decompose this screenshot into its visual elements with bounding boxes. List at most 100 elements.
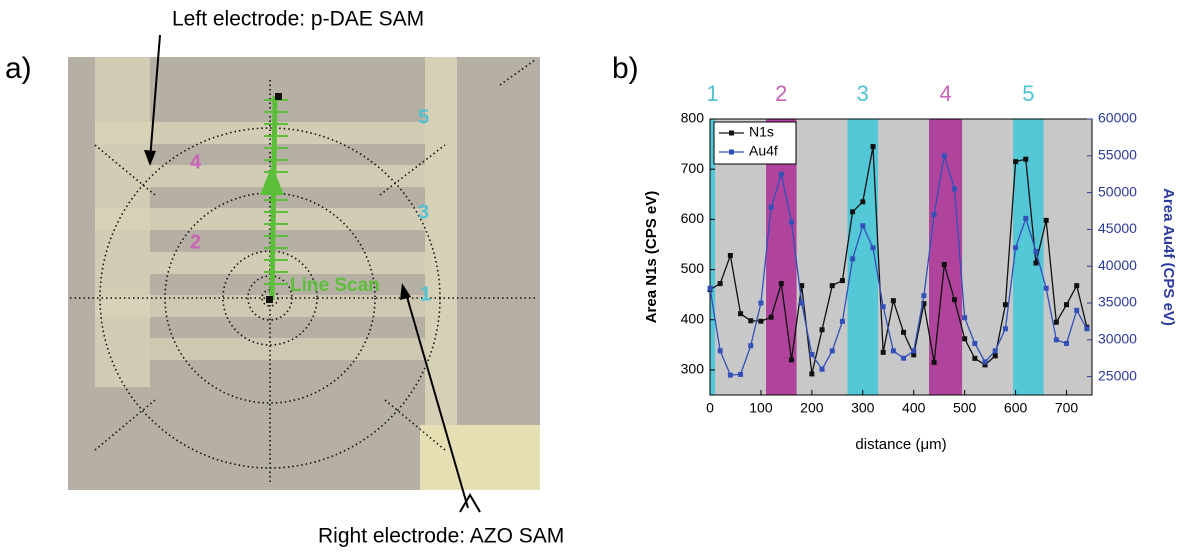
point: [931, 212, 937, 218]
x-tick-label: 300: [851, 400, 875, 416]
y2-axis-title: Area Au4f (CPS eV): [1160, 188, 1177, 326]
legend-label: N1s: [749, 124, 774, 140]
point: [962, 315, 968, 321]
point: [1043, 285, 1049, 291]
point: [1053, 337, 1059, 343]
point: [839, 318, 845, 324]
point: [962, 336, 968, 342]
y-tick-label: 800: [681, 110, 705, 126]
y-axis-title: Area N1s (CPS eV): [643, 191, 660, 324]
point: [911, 352, 917, 358]
point: [850, 256, 856, 262]
point: [1074, 283, 1080, 289]
callout: Right electrode: AZO SAM: [318, 525, 564, 548]
point: [890, 348, 896, 354]
point: [829, 283, 835, 289]
point: [748, 318, 754, 324]
x-tick-label: 0: [706, 400, 714, 416]
legend-label: Au4f: [749, 143, 778, 159]
point: [717, 348, 723, 354]
point: [860, 223, 866, 229]
y2-tick-label: 25000: [1098, 367, 1137, 383]
x-tick-label: 500: [953, 400, 977, 416]
scan-label: Line Scan: [290, 275, 380, 296]
band: [1013, 119, 1044, 395]
x-tick-label: 100: [749, 400, 773, 416]
micrograph: [68, 34, 540, 513]
panel-label: a): [5, 52, 32, 85]
band-label: 2: [775, 81, 787, 106]
point: [870, 144, 876, 150]
point: [1074, 307, 1080, 313]
point: [901, 329, 907, 335]
point: [788, 357, 794, 363]
point: [972, 355, 978, 361]
point: [870, 245, 876, 251]
x-tick-label: 600: [1004, 400, 1028, 416]
y-tick-label: 700: [681, 160, 705, 176]
point: [941, 262, 947, 268]
point: [1033, 248, 1039, 254]
point: [982, 362, 988, 368]
point: [707, 285, 713, 291]
point: [839, 278, 845, 284]
legend-marker: [729, 130, 734, 136]
y2-tick-label: 40000: [1098, 257, 1137, 273]
y2-tick-label: 50000: [1098, 183, 1137, 199]
region-number: 2: [190, 231, 201, 253]
point: [1023, 156, 1029, 162]
point: [1023, 215, 1029, 221]
point: [738, 311, 744, 317]
point: [860, 199, 866, 205]
point: [799, 300, 805, 306]
y2-tick-label: 45000: [1098, 220, 1137, 236]
point: [758, 300, 764, 306]
point: [819, 327, 825, 333]
point: [972, 340, 978, 346]
callout: Left electrode: p-DAE SAM: [172, 8, 424, 31]
point: [1064, 302, 1070, 308]
point: [992, 353, 998, 359]
point: [951, 186, 957, 192]
point: [799, 283, 805, 289]
panel-label: b): [612, 52, 639, 85]
point: [748, 343, 754, 349]
point: [941, 153, 947, 159]
point: [880, 304, 886, 310]
point: [829, 348, 835, 354]
point: [717, 281, 723, 287]
point: [1002, 302, 1008, 308]
point: [768, 314, 774, 320]
x-tick-label: 400: [902, 400, 926, 416]
point: [788, 219, 794, 225]
point: [809, 352, 815, 358]
x-tick-label: 200: [800, 400, 824, 416]
y2-tick-label: 55000: [1098, 147, 1137, 163]
point: [778, 171, 784, 177]
point: [1013, 159, 1019, 165]
x-tick-label: 700: [1055, 400, 1079, 416]
point: [890, 298, 896, 304]
point: [1013, 245, 1019, 251]
point: [921, 293, 927, 299]
region-number: 5: [418, 106, 429, 128]
legend-box: [713, 121, 797, 165]
region-number: 1: [420, 283, 431, 305]
band: [766, 119, 797, 395]
point: [778, 281, 784, 287]
band-label: 5: [1022, 81, 1034, 106]
band-label: 3: [857, 81, 869, 106]
region-number: 4: [190, 151, 202, 173]
point: [819, 366, 825, 372]
y-tick-label: 600: [681, 210, 705, 226]
band: [710, 119, 716, 395]
point: [727, 372, 733, 378]
point: [738, 371, 744, 377]
band-label: 4: [939, 81, 951, 106]
y2-tick-label: 60000: [1098, 110, 1137, 126]
point: [901, 355, 907, 361]
band: [929, 119, 963, 395]
point: [982, 359, 988, 365]
y-tick-label: 400: [681, 310, 705, 326]
point: [850, 209, 856, 215]
